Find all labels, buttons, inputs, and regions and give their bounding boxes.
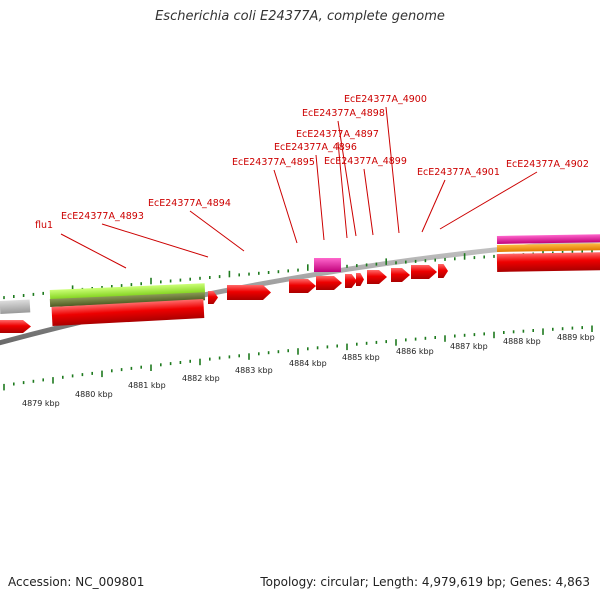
kbp-label: 4887 kbp	[450, 342, 488, 351]
label-connector	[273, 169, 298, 244]
kbp-label: 4889 kbp	[557, 333, 595, 342]
olive-feature	[49, 292, 206, 307]
label-connector	[337, 141, 348, 239]
kbp-label: 4886 kbp	[396, 347, 434, 356]
gene-arrow	[345, 274, 357, 288]
gene-label-track: flu1 EcE24377A_4893 EcE24377A_4894 EcE24377…	[35, 94, 589, 231]
gene-label: EcE24377A_4900	[344, 94, 427, 105]
gene-arrow	[411, 265, 437, 279]
gene-label: EcE24377A_4896	[274, 142, 357, 153]
label-connector	[363, 168, 374, 236]
gene-label: EcE24377A_4899	[324, 156, 407, 167]
label-connector	[60, 233, 127, 269]
gene-label: EcE24377A_4895	[232, 157, 315, 168]
label-connector	[439, 171, 538, 230]
gene-arrow	[289, 279, 316, 293]
gene-arrow	[356, 273, 364, 286]
gene-label: EcE24377A_4897	[296, 129, 379, 140]
gene-arrow	[208, 291, 218, 304]
kbp-label: 4888 kbp	[503, 337, 541, 346]
kbp-label: 4883 kbp	[235, 366, 273, 375]
kbp-label: 4879 kbp	[22, 399, 60, 408]
gray-feature	[0, 299, 31, 314]
label-connector	[101, 223, 209, 258]
gene-flu1	[51, 299, 205, 326]
map-title: Escherichia coli E24377A, complete genom…	[155, 9, 445, 24]
genome-summary-text: Topology: circular; Length: 4,979,619 bp…	[260, 575, 590, 589]
pink-feature	[314, 258, 341, 272]
gene-label: EcE24377A_4893	[61, 211, 144, 222]
accession-text: Accession: NC_009801	[8, 575, 145, 589]
label-connector	[189, 210, 245, 252]
kbp-label: 4882 kbp	[182, 374, 220, 383]
kbp-label: 4885 kbp	[342, 353, 380, 362]
gene-arrow	[438, 264, 448, 278]
gene-arrow	[367, 270, 387, 284]
gene-label: EcE24377A_4902	[506, 159, 589, 170]
label-connector	[385, 106, 400, 234]
lime-feature	[49, 283, 206, 301]
kbp-label-track: 4879 kbp 4880 kbp 4881 kbp 4882 kbp 4883 kbp…	[22, 333, 595, 408]
gene-arrow	[0, 320, 31, 333]
gene-label: flu1	[35, 220, 53, 231]
gene-label: EcE24377A_4894	[148, 198, 231, 209]
kbp-label: 4880 kbp	[75, 390, 113, 399]
label-connector-track	[60, 106, 538, 269]
orange-feature	[496, 243, 600, 252]
gene-arrow	[496, 252, 600, 272]
label-connector	[337, 120, 357, 237]
gene-arrow	[391, 268, 410, 282]
gene-label: EcE24377A_4901	[417, 167, 500, 178]
pink-feature	[496, 234, 600, 244]
inner-tick-track	[3, 325, 593, 391]
label-connector	[421, 179, 446, 233]
feature-track	[0, 234, 600, 333]
gene-arrow	[227, 285, 271, 300]
gene-label: EcE24377A_4898	[302, 108, 385, 119]
kbp-label: 4881 kbp	[128, 381, 166, 390]
label-connector	[315, 154, 325, 241]
kbp-label: 4884 kbp	[289, 359, 327, 368]
gene-arrow	[316, 276, 342, 290]
